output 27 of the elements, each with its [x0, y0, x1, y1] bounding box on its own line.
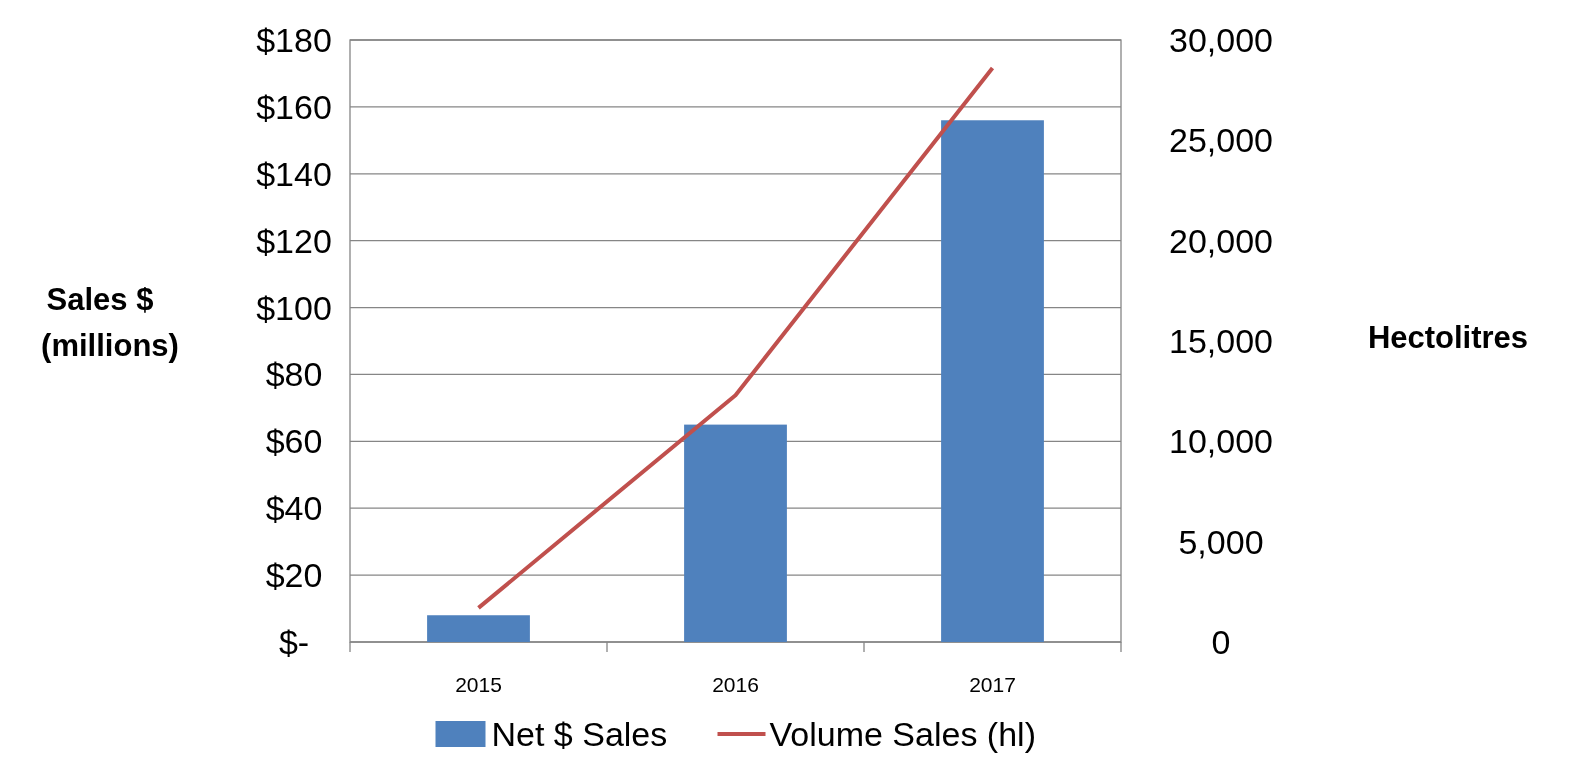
y-tick-label: $120 — [256, 221, 332, 260]
y2-tick-label: 30,000 — [1169, 21, 1273, 59]
y2-tick-label: 15,000 — [1169, 322, 1273, 360]
bar — [427, 615, 530, 642]
legend-label: Volume Sales (hl) — [769, 715, 1036, 753]
y2-axis-title: Hectolitres — [1367, 320, 1529, 355]
y-tick-label: $180 — [256, 21, 332, 59]
y-tick-label: $160 — [256, 87, 332, 126]
x-tick-label: 2015 — [455, 673, 502, 696]
x-tick-label: 2017 — [969, 673, 1016, 696]
y2-tick-label: 25,000 — [1169, 121, 1273, 160]
bar — [941, 120, 1044, 642]
y-tick-label: $- — [278, 623, 310, 661]
bar — [684, 424, 787, 642]
y2-tick-label: 10,000 — [1169, 422, 1273, 461]
y-tick-label: $80 — [265, 355, 323, 394]
y-tick-label: $60 — [265, 422, 323, 461]
y2-tick-label: 0 — [1211, 623, 1231, 661]
y-tick-label: $40 — [265, 489, 323, 528]
y-tick-label: $140 — [256, 154, 332, 193]
y2-tick-label: 5,000 — [1178, 522, 1264, 561]
legend-label: Net $ Sales — [491, 715, 668, 753]
y-tick-label: $100 — [256, 288, 332, 327]
y-tick-label: $20 — [265, 556, 323, 595]
y-axis-title: Sales $ (millions) — [41, 282, 179, 363]
y2-tick-label: 20,000 — [1169, 221, 1273, 260]
x-tick-label: 2016 — [712, 673, 759, 696]
